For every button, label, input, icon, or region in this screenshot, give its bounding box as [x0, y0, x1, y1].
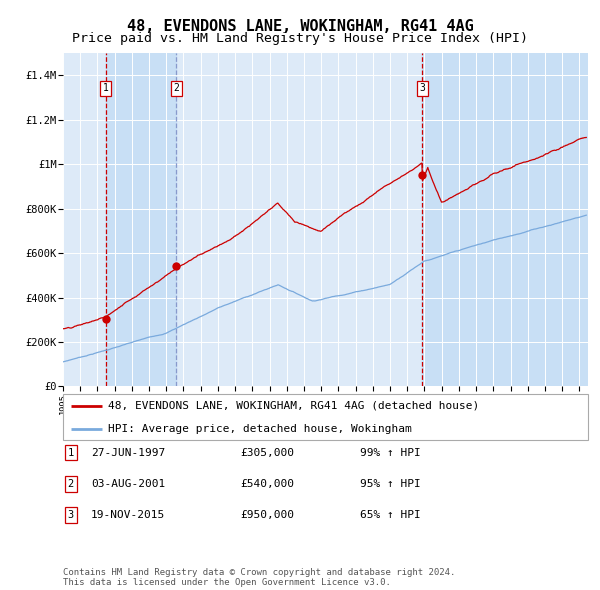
Text: 2: 2 [68, 479, 74, 489]
Text: 3: 3 [419, 83, 425, 93]
Text: 95% ↑ HPI: 95% ↑ HPI [360, 479, 421, 489]
Text: 65% ↑ HPI: 65% ↑ HPI [360, 510, 421, 520]
Text: 48, EVENDONS LANE, WOKINGHAM, RG41 4AG (detached house): 48, EVENDONS LANE, WOKINGHAM, RG41 4AG (… [107, 401, 479, 411]
Bar [422, 53, 588, 386]
Text: £305,000: £305,000 [240, 448, 294, 457]
Text: 1: 1 [103, 83, 109, 93]
Text: 27-JUN-1997: 27-JUN-1997 [91, 448, 166, 457]
Text: 48, EVENDONS LANE, WOKINGHAM, RG41 4AG: 48, EVENDONS LANE, WOKINGHAM, RG41 4AG [127, 19, 473, 34]
Text: HPI: Average price, detached house, Wokingham: HPI: Average price, detached house, Woki… [107, 424, 412, 434]
Text: Price paid vs. HM Land Registry's House Price Index (HPI): Price paid vs. HM Land Registry's House … [72, 32, 528, 45]
FancyBboxPatch shape [63, 394, 588, 440]
Text: £540,000: £540,000 [240, 479, 294, 489]
Text: 99% ↑ HPI: 99% ↑ HPI [360, 448, 421, 457]
Text: Contains HM Land Registry data © Crown copyright and database right 2024.
This d: Contains HM Land Registry data © Crown c… [63, 568, 455, 587]
Text: 19-NOV-2015: 19-NOV-2015 [91, 510, 166, 520]
Text: 3: 3 [68, 510, 74, 520]
Text: £950,000: £950,000 [240, 510, 294, 520]
Bar [106, 53, 176, 386]
Text: 2: 2 [173, 83, 179, 93]
Text: 03-AUG-2001: 03-AUG-2001 [91, 479, 166, 489]
Text: 1: 1 [68, 448, 74, 457]
